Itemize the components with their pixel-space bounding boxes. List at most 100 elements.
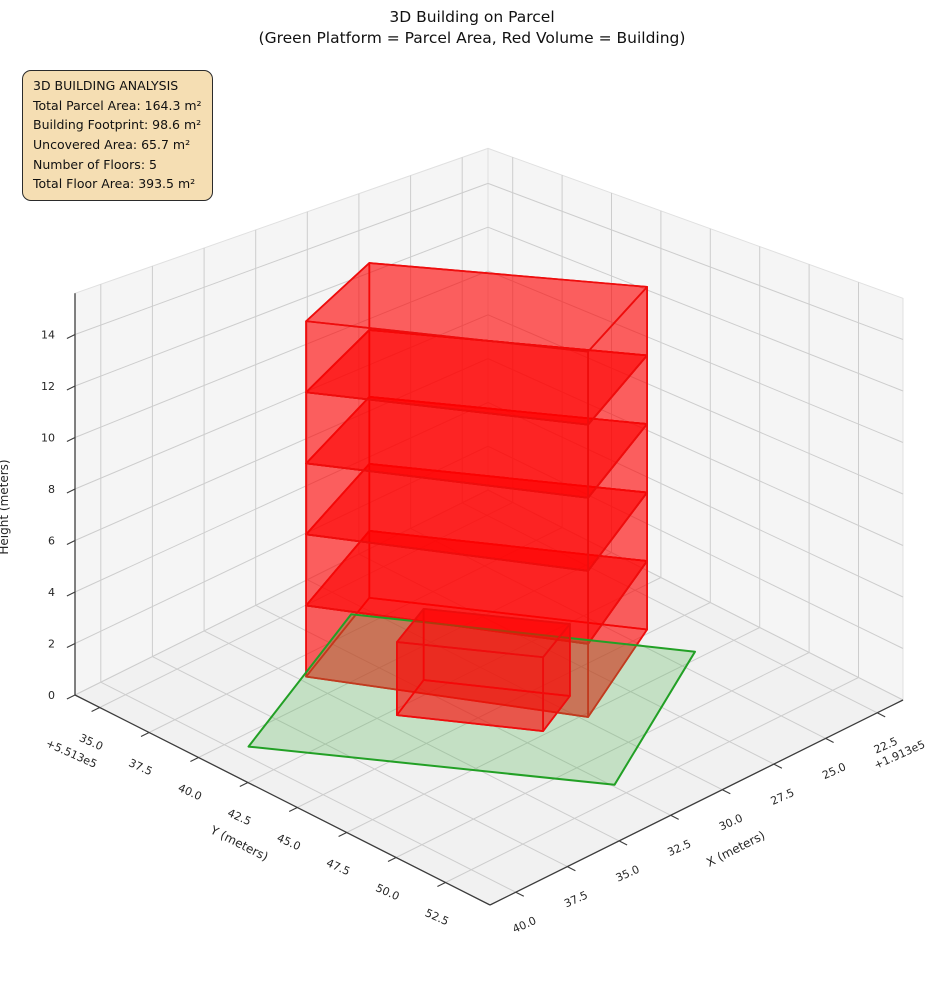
building-annex [396, 607, 571, 732]
z-tick-label: 2 [48, 638, 55, 651]
analysis-info-box: 3D BUILDING ANALYSIS Total Parcel Area: … [22, 70, 213, 201]
grid-line [239, 782, 249, 787]
grid-line [100, 681, 517, 893]
grid-line [74, 489, 489, 696]
grid-line [74, 694, 491, 906]
y-axis-label: Y (meters) [207, 822, 270, 863]
grid-line [489, 699, 904, 906]
grid-line [618, 840, 628, 846]
x-tick-label: 37.5 [562, 888, 590, 910]
z-tick-label: 14 [41, 329, 55, 342]
grid-line [487, 445, 904, 649]
plot-title-block: 3D Building on Parcel (Green Platform = … [0, 7, 944, 50]
y-tick-label: 35.0 [77, 731, 105, 753]
grid-line [358, 553, 775, 765]
grid-line [74, 270, 489, 438]
building-tower [305, 262, 648, 718]
info-line-parcel-area: Total Parcel Area: 164.3 m² [33, 97, 202, 113]
grid-line [437, 882, 446, 887]
grid-line [670, 814, 679, 820]
y-tick-label: 37.5 [127, 756, 155, 778]
grid-line [190, 757, 199, 762]
grid-line [567, 866, 576, 872]
grid-line [487, 358, 904, 546]
grid-line [148, 527, 563, 733]
grid-line [487, 182, 904, 340]
grid-line [445, 677, 859, 883]
x-axis-label: X (meters) [704, 828, 767, 869]
y-tick-label: 52.5 [423, 906, 451, 928]
x-tick-label: 27.5 [769, 786, 797, 808]
grid-line [152, 656, 568, 868]
grid-lines [74, 157, 904, 893]
x-tick-label: 35.0 [614, 863, 642, 885]
parcel-surface [247, 613, 696, 786]
grid-line [487, 314, 904, 495]
grid-line [74, 226, 489, 387]
grid-line [773, 763, 783, 769]
grid-line [66, 591, 76, 597]
grid-line [74, 314, 489, 490]
grid-line [387, 857, 397, 862]
grid-line [66, 488, 76, 494]
grid-line [66, 437, 76, 442]
info-line-uncovered: Uncovered Area: 65.7 m² [33, 136, 191, 152]
info-line-floors: Number of Floors: 5 [33, 156, 157, 172]
grid-line [66, 334, 76, 339]
grid-line [346, 627, 760, 833]
floor-5-face-front-left [305, 320, 589, 426]
grid-line [288, 807, 298, 812]
grid-line [410, 527, 826, 739]
parcel-polygon [247, 613, 696, 786]
grid-line [140, 732, 150, 737]
plot-title: 3D Building on Parcel [389, 8, 555, 26]
axis-spines [74, 293, 904, 906]
info-line-footprint: Building Footprint: 98.6 m² [33, 117, 202, 133]
y-tick-label: 47.5 [324, 856, 352, 878]
info-line-floor-area: Total Floor Area: 393.5 m² [33, 176, 196, 192]
y-tick-label: 50.0 [374, 881, 402, 903]
x-tick-label: 32.5 [665, 837, 693, 859]
grid-line [74, 358, 489, 541]
grid-line [66, 694, 76, 700]
grid-line [876, 712, 886, 718]
grid-line [487, 226, 904, 392]
grid-line [825, 737, 834, 743]
grid-line [461, 502, 878, 714]
y-tick-label: 42.5 [225, 806, 253, 828]
plot-subtitle: (Green Platform = Parcel Area, Red Volum… [258, 29, 686, 48]
x-tick-label: 40.0 [511, 914, 539, 936]
grid-line [91, 707, 100, 712]
grid-line [66, 643, 76, 648]
floor-box-2 [305, 463, 648, 645]
grid-line [338, 832, 347, 837]
z-tick-label: 6 [48, 535, 55, 548]
info-box-heading: 3D BUILDING ANALYSIS [33, 78, 179, 93]
y-tick-label: 40.0 [176, 781, 204, 803]
z-tick-label: 8 [48, 483, 55, 496]
grid-line [487, 401, 904, 598]
grid-line [66, 385, 76, 391]
grid-line [74, 182, 489, 335]
grid-line [66, 540, 76, 545]
annex-face-front-left [396, 641, 544, 732]
grid-line [487, 489, 904, 701]
grid-line [74, 401, 489, 593]
x-tick-label: 30.0 [717, 812, 745, 834]
z-tick-label: 12 [41, 380, 55, 393]
floor-box-5 [305, 262, 648, 426]
axis-tick-marks [66, 334, 886, 897]
grid-line [255, 604, 671, 816]
grid-line [203, 630, 620, 842]
grid-line [247, 577, 662, 783]
x-tick-label: 25.0 [820, 760, 848, 782]
y-tick-label: 45.0 [275, 831, 303, 853]
axes-panes [74, 147, 904, 906]
z-tick-label: 4 [48, 586, 55, 599]
grid-line [395, 652, 810, 858]
z-tick-label: 0 [48, 689, 55, 702]
grid-line [74, 445, 489, 644]
z-tick-label: 10 [41, 432, 55, 445]
